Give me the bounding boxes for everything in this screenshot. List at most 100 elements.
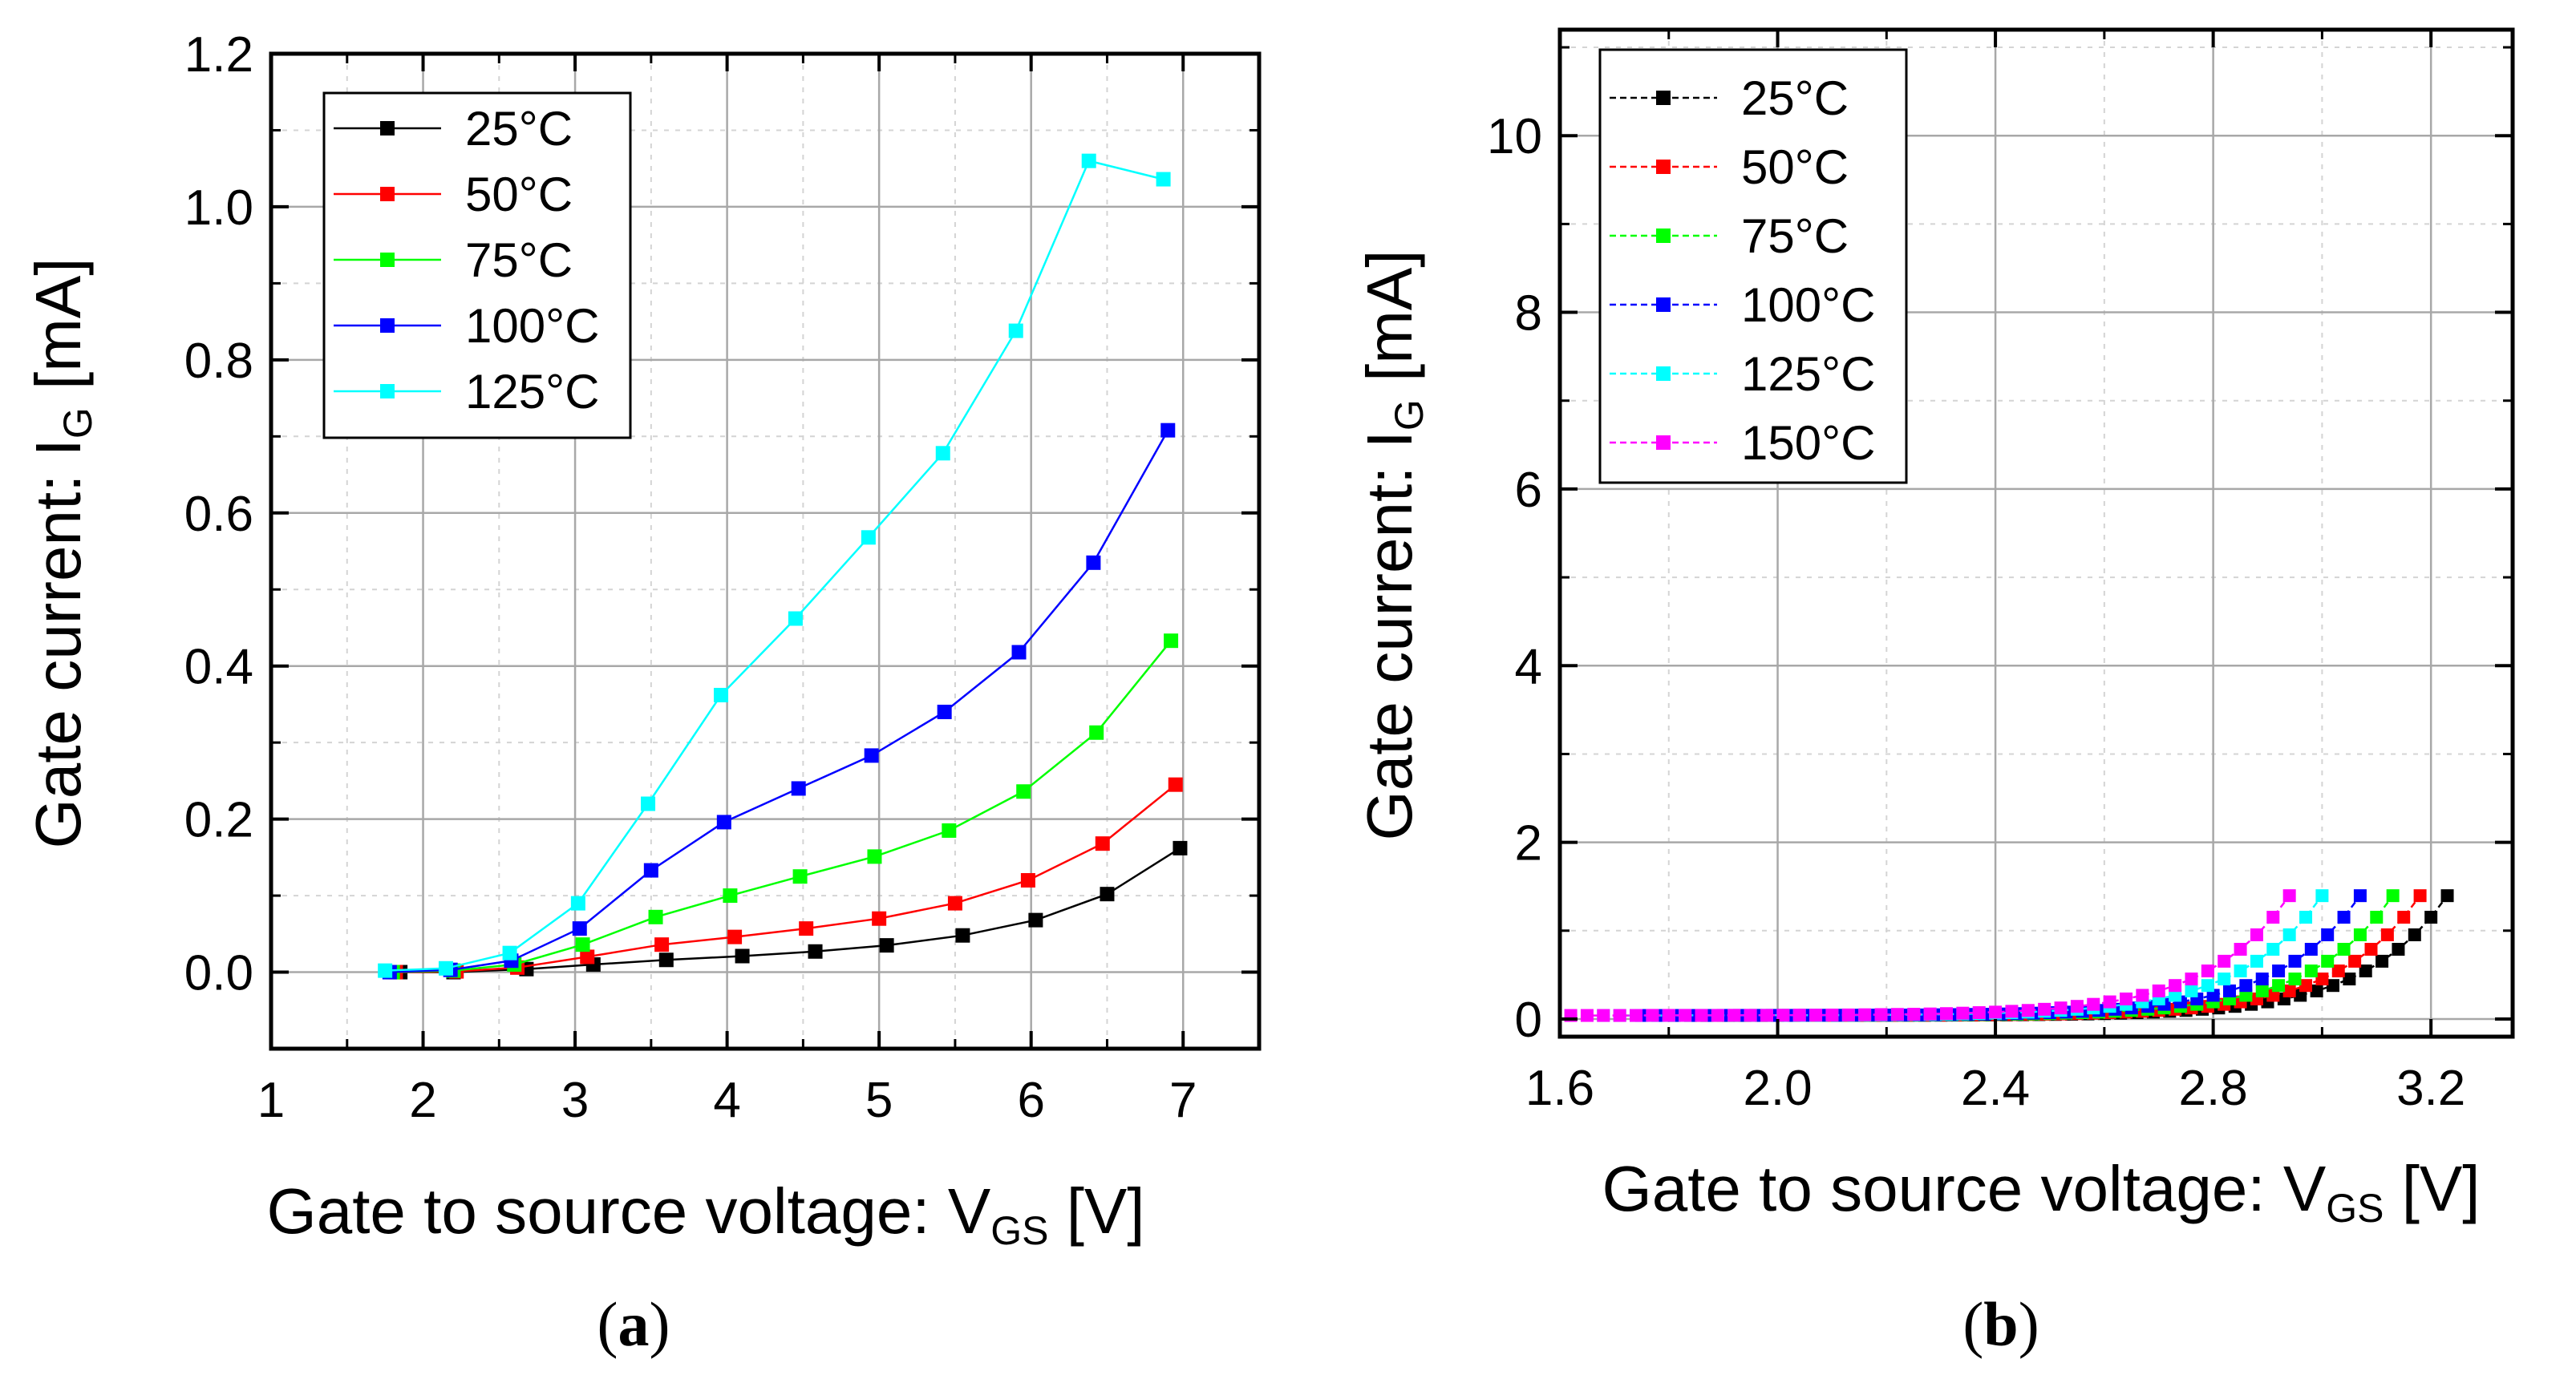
data-point bbox=[1907, 1008, 1921, 1021]
data-point bbox=[2294, 989, 2307, 1002]
y-tick-label: 0.0 bbox=[184, 946, 253, 1001]
legend-marker bbox=[380, 318, 395, 333]
data-point bbox=[2392, 943, 2405, 956]
plot-frame-a bbox=[269, 51, 1262, 1051]
data-point bbox=[2299, 979, 2313, 993]
y-tick-label: 4 bbox=[1515, 639, 1542, 694]
data-point bbox=[2353, 889, 2367, 903]
chart-panel-a: 1 2 3 4 5 6 7 0.0 0.2 0.4 0.6 0.8 1.0 1.2 25°C 50°C 75°… bbox=[22, 27, 1262, 1359]
legend-box bbox=[1598, 48, 1908, 484]
data-point bbox=[2038, 1002, 2051, 1016]
y-tick-label: 0.2 bbox=[184, 793, 253, 848]
data-point bbox=[2424, 911, 2438, 924]
data-point bbox=[648, 909, 663, 924]
y-tick-label: 10 bbox=[1487, 109, 1542, 164]
data-point bbox=[1760, 1009, 1773, 1022]
data-point bbox=[2152, 984, 2165, 997]
data-point bbox=[2282, 984, 2296, 997]
legend-marker bbox=[1656, 297, 1671, 312]
data-point bbox=[570, 896, 585, 911]
data-point bbox=[1695, 1009, 1708, 1022]
data-point bbox=[1825, 1009, 1839, 1022]
data-point bbox=[955, 928, 970, 943]
data-point bbox=[2255, 973, 2269, 986]
data-point bbox=[1939, 1007, 1953, 1021]
data-point bbox=[942, 823, 957, 838]
data-point bbox=[1858, 1008, 1872, 1021]
data-point bbox=[1086, 555, 1101, 570]
legend-label: 75°C bbox=[1741, 209, 1849, 263]
data-point bbox=[2070, 1000, 2084, 1013]
data-point bbox=[643, 863, 658, 878]
legend-marker bbox=[1656, 366, 1671, 381]
data-point bbox=[2218, 973, 2231, 986]
legend-box bbox=[322, 91, 632, 439]
data-point bbox=[1156, 172, 1171, 187]
data-point bbox=[1160, 423, 1176, 438]
legend-label: 125°C bbox=[1741, 347, 1875, 401]
legend-marker bbox=[1656, 91, 1671, 105]
data-point bbox=[799, 921, 814, 936]
data-point bbox=[658, 952, 674, 968]
legend-label: 50°C bbox=[465, 168, 573, 221]
series-line bbox=[385, 160, 1164, 972]
x-tick-label: 7 bbox=[1169, 1073, 1197, 1128]
y-tick-label: 1.0 bbox=[184, 180, 253, 236]
x-tick-label: 4 bbox=[713, 1073, 740, 1128]
legend-label: 150°C bbox=[1741, 416, 1875, 470]
data-point bbox=[2397, 911, 2411, 924]
data-point bbox=[438, 960, 453, 976]
data-point bbox=[2266, 911, 2280, 924]
data-point bbox=[1613, 1009, 1626, 1022]
data-point bbox=[1809, 1009, 1823, 1022]
data-point bbox=[791, 781, 806, 796]
x-axis-title-a: Gate to source voltage: VGS [V] bbox=[266, 1175, 1144, 1253]
data-point bbox=[2201, 979, 2214, 993]
data-point bbox=[2376, 954, 2389, 968]
y-tick-label: 6 bbox=[1515, 463, 1542, 518]
data-point bbox=[2054, 1001, 2068, 1015]
data-point bbox=[2321, 954, 2335, 968]
data-point bbox=[792, 869, 808, 884]
series-125c bbox=[378, 153, 1171, 978]
y-tick-label: 0.6 bbox=[184, 487, 253, 542]
data-point bbox=[2326, 979, 2339, 993]
data-point bbox=[2440, 889, 2454, 903]
data-point bbox=[2087, 997, 2100, 1011]
data-point bbox=[2120, 992, 2133, 1005]
data-point bbox=[2250, 954, 2263, 968]
y-tick-label: 8 bbox=[1515, 286, 1542, 342]
data-point bbox=[2310, 984, 2323, 997]
x-tick-label: 1 bbox=[257, 1073, 285, 1128]
series-line bbox=[392, 640, 1173, 973]
data-point bbox=[723, 888, 738, 904]
data-point bbox=[2331, 965, 2345, 978]
legend-marker bbox=[380, 121, 395, 135]
data-point bbox=[2206, 989, 2220, 1002]
data-point bbox=[1874, 1008, 1888, 1021]
data-point bbox=[1580, 1009, 1594, 1022]
data-point bbox=[2315, 889, 2329, 903]
x-tick-label: 5 bbox=[865, 1073, 893, 1128]
data-point bbox=[654, 937, 670, 952]
series-line bbox=[395, 783, 1177, 973]
data-point bbox=[1168, 777, 1183, 792]
series-group-b bbox=[1564, 889, 2454, 1022]
data-point bbox=[2266, 943, 2280, 956]
data-point bbox=[2185, 984, 2198, 997]
data-point bbox=[2364, 943, 2378, 956]
plot-frame-b bbox=[1557, 27, 2515, 1039]
legend-label: 25°C bbox=[1741, 71, 1849, 125]
data-point bbox=[1028, 912, 1043, 928]
data-point bbox=[1016, 784, 1031, 799]
data-point bbox=[1776, 1009, 1790, 1022]
data-point bbox=[1711, 1009, 1724, 1022]
data-point bbox=[2255, 984, 2269, 997]
data-point bbox=[1164, 633, 1179, 649]
data-point bbox=[2169, 989, 2182, 1002]
data-point bbox=[2201, 965, 2214, 978]
data-point bbox=[2272, 965, 2286, 978]
data-point bbox=[2353, 928, 2367, 941]
data-point bbox=[1081, 153, 1096, 168]
